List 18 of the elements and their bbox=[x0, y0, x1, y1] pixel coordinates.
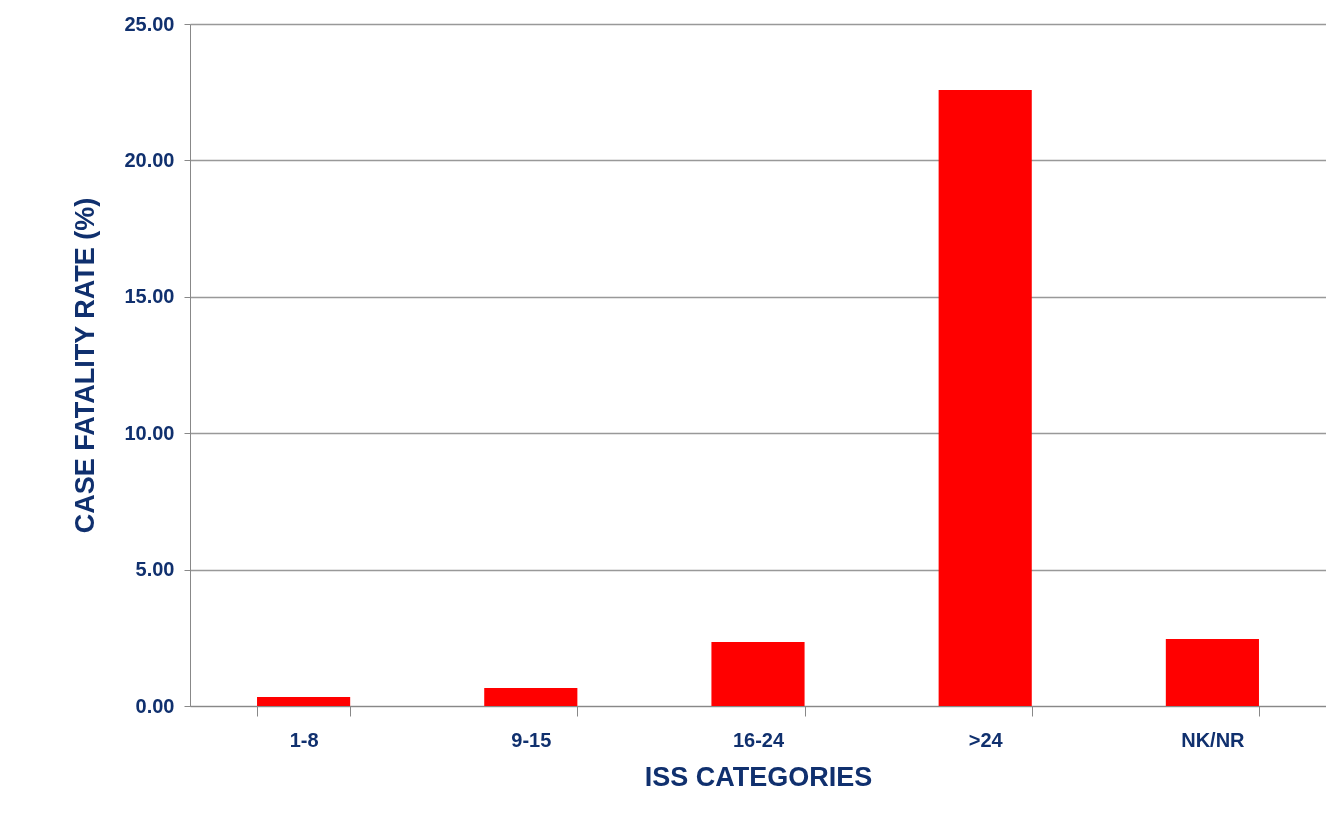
x-tick-label: 16-24 bbox=[732, 728, 785, 751]
y-tick-label: 15.00 bbox=[124, 285, 175, 308]
bar bbox=[484, 688, 578, 706]
x-tick-label: NK/NR bbox=[1181, 728, 1246, 751]
x-axis-title: ISS CATEGORIES bbox=[644, 761, 873, 792]
bar bbox=[711, 641, 805, 706]
bar bbox=[257, 697, 351, 706]
y-tick-label: 10.00 bbox=[124, 421, 175, 444]
y-tick-label: 5.00 bbox=[135, 558, 175, 581]
y-axis-title: CASE FATALITY RATE (%) bbox=[70, 197, 101, 534]
x-tick-label: >24 bbox=[968, 728, 1004, 751]
x-tick-label: 9-15 bbox=[511, 728, 552, 751]
y-tick-label: 20.00 bbox=[124, 148, 175, 171]
y-tick-label: 0.00 bbox=[135, 694, 175, 717]
bar bbox=[938, 90, 1032, 706]
x-tick-label: 1-8 bbox=[289, 728, 319, 751]
bar bbox=[1165, 638, 1259, 706]
y-tick-label: 25.00 bbox=[124, 12, 175, 35]
